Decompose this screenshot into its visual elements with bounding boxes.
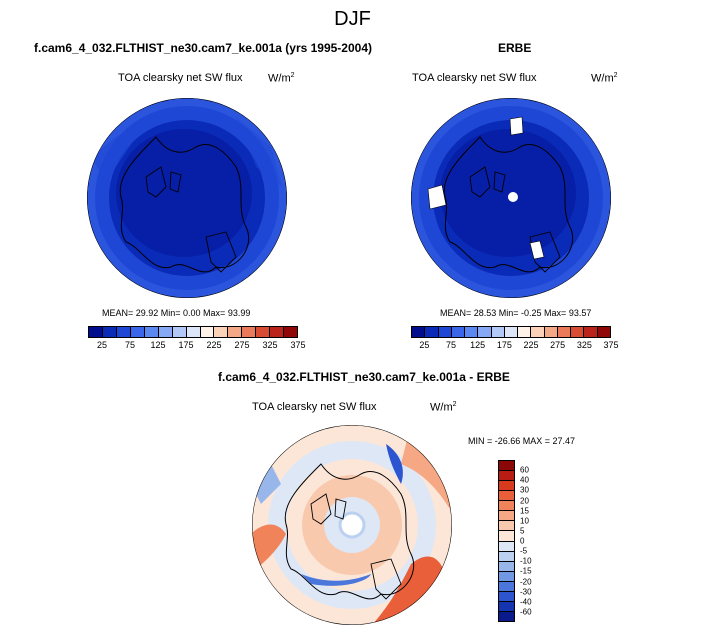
colorbar-swatch xyxy=(499,521,514,532)
colorbar-swatch xyxy=(102,327,117,337)
colorbar-tick-label: 75 xyxy=(124,340,136,350)
diff-colorbar-ticks: 60 40 30 20 15 10 5 0 -5 -10 -15 -20 -30 -40 -60 xyxy=(520,460,560,622)
colorbar-swatch xyxy=(89,327,103,337)
colorbar-swatch xyxy=(158,327,173,337)
colorbar-tick-label: 375 xyxy=(603,340,619,350)
colorbar-tick-label: -30 xyxy=(520,587,532,597)
diff-colorbar xyxy=(498,460,515,622)
colorbar-swatch xyxy=(499,551,514,562)
colorbar-swatch xyxy=(478,327,492,337)
colorbar-swatch xyxy=(499,461,514,472)
colorbar-tick-label: 5 xyxy=(520,526,525,536)
colorbar-swatch xyxy=(499,591,514,602)
colorbar-tick-label: 15 xyxy=(520,506,529,516)
colorbar-tick-label: -5 xyxy=(520,546,528,556)
colorbar-swatch xyxy=(284,327,298,337)
colorbar-swatch xyxy=(256,327,271,337)
colorbar-swatch xyxy=(504,327,519,337)
colorbar-swatch xyxy=(499,501,514,512)
left-variable-label: TOA clearsky net SW flux xyxy=(118,72,243,84)
colorbar-swatch xyxy=(499,601,514,612)
colorbar-tick-label: 40 xyxy=(520,475,529,485)
diff-units-label: W/m2 xyxy=(430,401,457,414)
left-units-label: W/m2 xyxy=(268,72,295,85)
colorbar-swatch xyxy=(499,481,514,492)
colorbar-swatch xyxy=(499,471,514,482)
colorbar-tick-label: -20 xyxy=(520,577,532,586)
colorbar-tick-label: 375 xyxy=(290,340,306,350)
colorbar-swatch xyxy=(499,571,514,582)
colorbar-swatch xyxy=(130,327,145,337)
colorbar-tick-label: 275 xyxy=(550,340,566,350)
diff-panel-title: f.cam6_4_032.FLTHIST_ne30.cam7_ke.001a -… xyxy=(218,370,510,384)
colorbar-tick-label: 275 xyxy=(234,340,250,350)
colorbar-swatch xyxy=(491,327,505,337)
diff-variable-label: TOA clearsky net SW flux xyxy=(252,401,377,413)
colorbar-tick-label: -60 xyxy=(520,607,532,617)
colorbar-swatch xyxy=(499,541,514,552)
colorbar-tick-label: 225 xyxy=(523,340,539,350)
right-stats: MEAN= 28.53 Min= -0.25 Max= 93.57 xyxy=(440,308,592,318)
colorbar-swatch xyxy=(499,611,514,621)
left-colorbar-ticks: 25 75 125 175 225 275 325 375 xyxy=(88,340,306,352)
colorbar-swatch xyxy=(116,327,131,337)
left-colorbar xyxy=(88,326,298,338)
right-variable-label: TOA clearsky net SW flux xyxy=(412,72,537,84)
colorbar-swatch xyxy=(531,327,545,337)
season-title: DJF xyxy=(334,8,371,30)
colorbar-swatch xyxy=(242,327,257,337)
colorbar-swatch xyxy=(214,327,229,337)
colorbar-swatch xyxy=(584,327,598,337)
colorbar-swatch xyxy=(144,327,159,337)
colorbar-swatch xyxy=(465,327,479,337)
colorbar-tick-label: -10 xyxy=(520,556,532,566)
colorbar-swatch xyxy=(186,327,201,337)
colorbar-tick-label: 25 xyxy=(419,340,430,350)
right-units-label: W/m2 xyxy=(591,72,618,85)
colorbar-swatch xyxy=(499,561,514,572)
colorbar-tick-label: 125 xyxy=(150,340,166,350)
colorbar-tick-label: 25 xyxy=(96,340,108,350)
left-polar-map xyxy=(87,98,287,298)
colorbar-tick-label: 20 xyxy=(520,496,529,505)
colorbar-swatch xyxy=(200,327,215,337)
right-colorbar-ticks: 25 75 125 175 225 275 325 375 xyxy=(411,340,618,352)
right-panel-title: ERBE xyxy=(498,41,532,55)
diff-stats: MIN = -26.66 MAX = 27.47 xyxy=(468,436,576,446)
colorbar-tick-label: 175 xyxy=(178,340,194,350)
colorbar-tick-label: 325 xyxy=(262,340,278,350)
colorbar-swatch xyxy=(499,511,514,522)
colorbar-tick-label: 175 xyxy=(496,340,512,350)
colorbar-swatch xyxy=(228,327,243,337)
colorbar-swatch xyxy=(557,327,572,337)
colorbar-tick-label: 125 xyxy=(470,340,486,350)
colorbar-tick-label: 0 xyxy=(520,536,525,546)
colorbar-swatch xyxy=(499,531,514,542)
left-panel-title: f.cam6_4_032.FLTHIST_ne30.cam7_ke.001a (… xyxy=(34,41,372,55)
colorbar-swatch xyxy=(597,327,610,337)
colorbar-tick-label: 10 xyxy=(520,516,529,526)
colorbar-tick-label: 30 xyxy=(520,485,529,495)
colorbar-swatch xyxy=(412,327,426,337)
colorbar-tick-label: 60 xyxy=(520,465,529,475)
colorbar-swatch xyxy=(425,327,439,337)
colorbar-swatch xyxy=(451,327,466,337)
diff-polar-map xyxy=(252,425,452,625)
left-stats: MEAN= 29.92 Min= 0.00 Max= 93.99 xyxy=(102,308,251,318)
colorbar-swatch xyxy=(518,327,532,337)
colorbar-swatch xyxy=(499,491,514,502)
colorbar-tick-label: 325 xyxy=(576,340,592,350)
colorbar-swatch xyxy=(270,327,285,337)
colorbar-swatch xyxy=(571,327,585,337)
colorbar-swatch xyxy=(499,581,514,592)
right-colorbar xyxy=(411,326,611,338)
colorbar-swatch xyxy=(544,327,558,337)
colorbar-swatch xyxy=(438,327,452,337)
colorbar-swatch xyxy=(172,327,187,337)
colorbar-tick-label: 75 xyxy=(445,340,457,350)
right-polar-map xyxy=(411,98,611,298)
colorbar-tick-label: -40 xyxy=(520,597,532,607)
colorbar-tick-label: -15 xyxy=(520,566,532,576)
colorbar-tick-label: 225 xyxy=(206,340,222,350)
